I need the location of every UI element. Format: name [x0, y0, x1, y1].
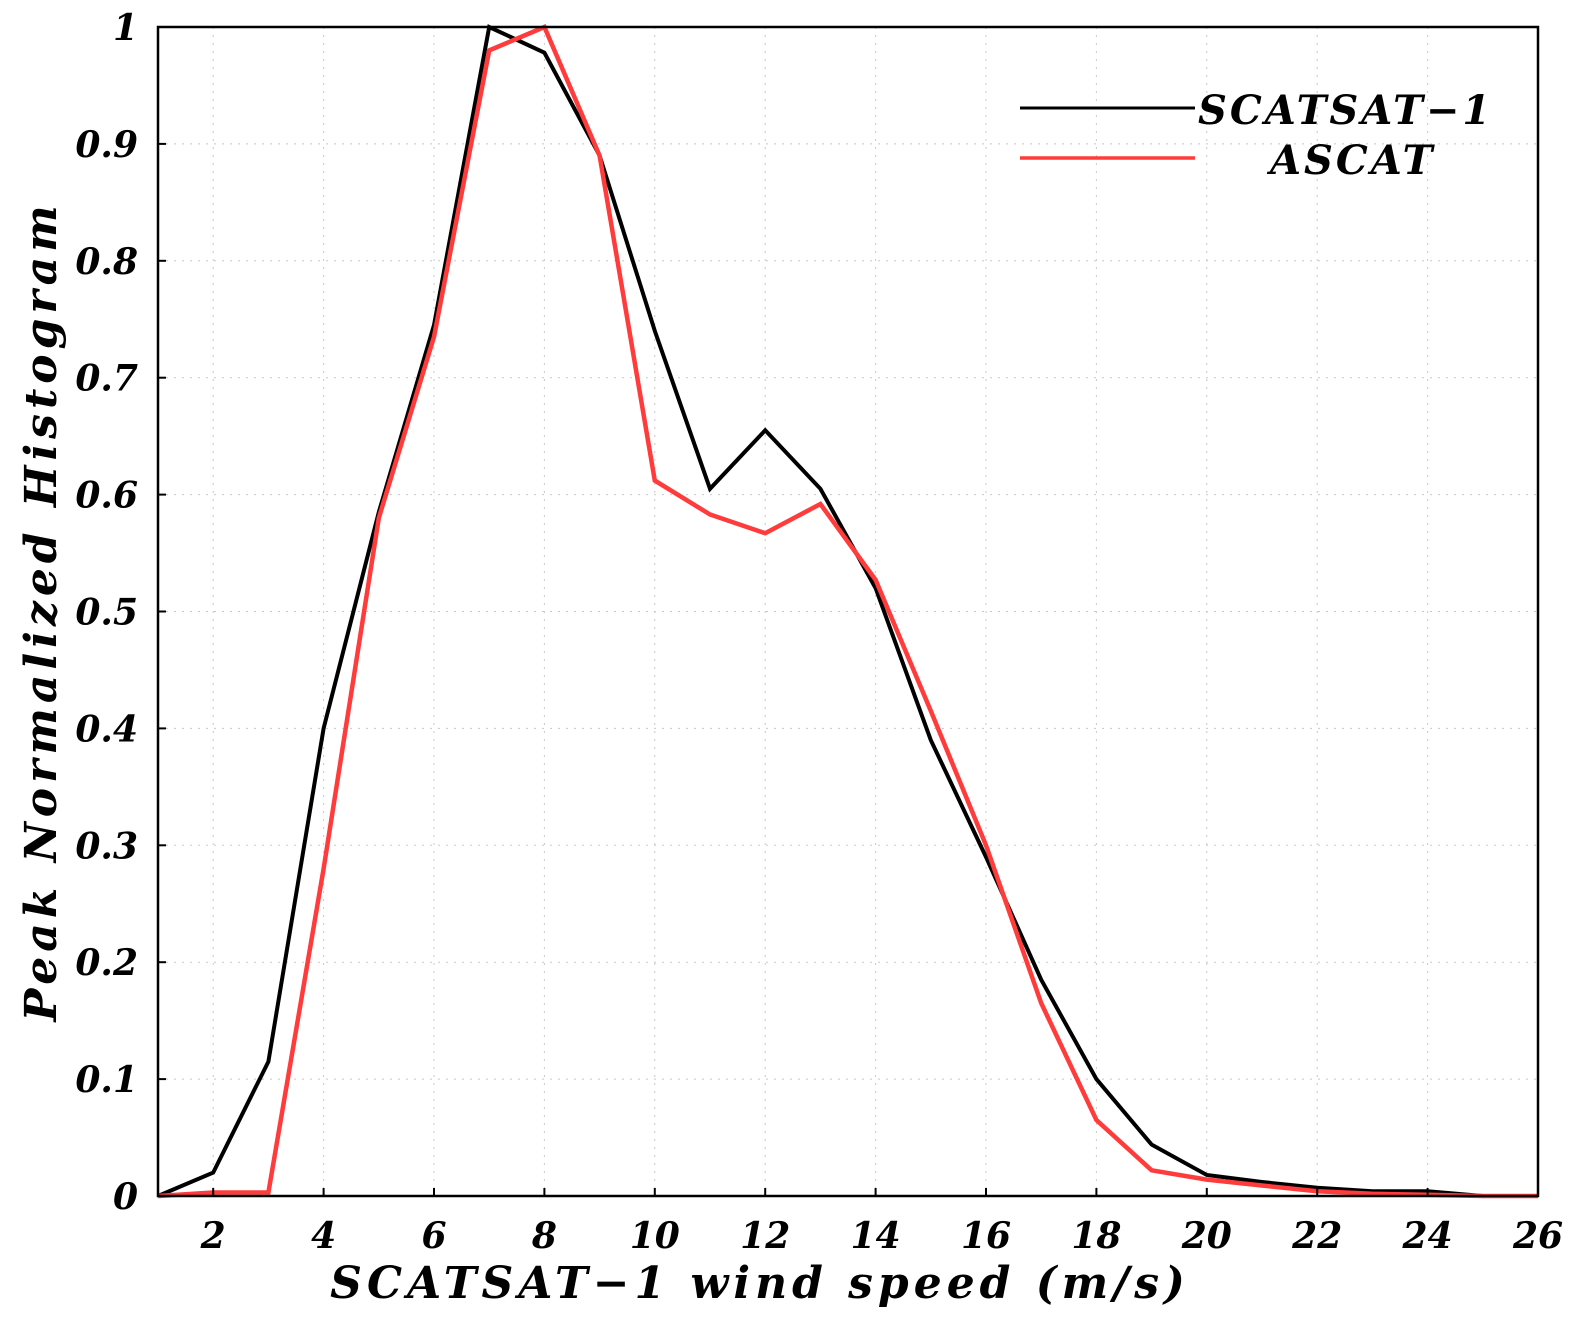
- y-tick-label: 1: [113, 7, 138, 49]
- x-tick-label: 4: [311, 1215, 336, 1257]
- legend-label: ASCAT: [1266, 137, 1436, 184]
- x-tick-label: 10: [630, 1215, 680, 1257]
- x-tick-label: 6: [421, 1215, 446, 1257]
- x-axis-title: SCATSAT−1 wind speed (m/s): [330, 1258, 1190, 1309]
- x-tick-label: 24: [1402, 1215, 1453, 1257]
- y-tick-label: 0.1: [75, 1059, 138, 1101]
- y-tick-label: 0.3: [75, 825, 138, 867]
- y-tick-label: 0.7: [75, 358, 138, 400]
- y-tick-label: 0.5: [75, 592, 138, 634]
- x-tick-label: 2: [200, 1215, 226, 1257]
- x-tick-label: 12: [740, 1215, 790, 1257]
- series-layer: [157, 24, 1538, 1199]
- x-axis-ticks: 2 4 6 8 10 12 14 16 18 20 22 24 26: [200, 1188, 1563, 1257]
- legend-label: SCATSAT−1: [1198, 87, 1493, 134]
- x-tick-label: 14: [851, 1215, 901, 1257]
- y-tick-label: 0: [113, 1176, 138, 1218]
- x-tick-label: 8: [531, 1215, 557, 1257]
- y-tick-label: 0.9: [75, 124, 138, 166]
- x-tick-label: 26: [1512, 1215, 1563, 1257]
- y-tick-label: 0.8: [75, 241, 138, 283]
- y-tick-label: 0.2: [75, 942, 138, 984]
- y-tick-label: 0.6: [75, 475, 138, 517]
- x-tick-label: 20: [1181, 1215, 1232, 1257]
- series-line-ascat: [157, 24, 1538, 1199]
- y-axis-ticks: 0 0.1 0.2 0.3 0.4 0.5 0.6 0.7 0.8 0.9 1: [75, 7, 166, 1218]
- x-tick-label: 22: [1291, 1215, 1342, 1257]
- x-tick-label: 16: [961, 1215, 1011, 1257]
- y-axis-title: Peak Normalized Histogram: [16, 200, 67, 1023]
- y-tick-label: 0.4: [75, 708, 138, 750]
- x-tick-label: 18: [1071, 1215, 1121, 1257]
